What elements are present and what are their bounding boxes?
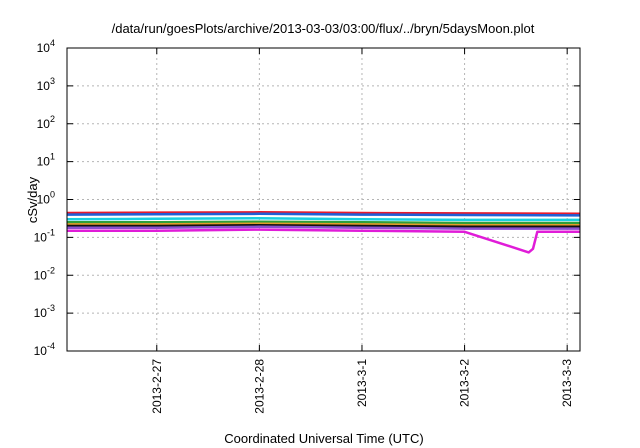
y-tick-label: 10-3: [34, 303, 55, 320]
series-line-4: [67, 220, 580, 225]
x-tick-label: 2013-2-27: [150, 359, 164, 414]
y-tick-exponent: 0: [50, 190, 55, 200]
x-axis-label: Coordinated Universal Time (UTC): [224, 431, 423, 446]
x-tick-label: 2013-2-28: [252, 359, 266, 414]
y-axis-label: cSv/day: [25, 176, 40, 223]
y-tick-base: 10: [34, 344, 48, 358]
series-line-3: [66, 216, 580, 222]
y-tick-base: 10: [37, 117, 51, 131]
y-tick-base: 10: [37, 155, 51, 169]
y-tick-label: 102: [37, 114, 55, 131]
chart-title: /data/run/goesPlots/archive/2013-03-03/0…: [112, 21, 535, 36]
y-tick-exponent: -4: [47, 341, 55, 351]
series-layer: [66, 211, 581, 254]
series-line-8: [67, 228, 580, 254]
y-tick-exponent: 4: [50, 38, 55, 48]
y-tick-label: 104: [37, 38, 55, 55]
y-tick-exponent: 1: [50, 152, 55, 162]
y-tick-base: 10: [34, 268, 48, 282]
y-tick-label: 100: [37, 190, 55, 207]
series-line-2: [66, 212, 581, 217]
y-tick-exponent: -3: [47, 303, 55, 313]
series-line-5: [67, 222, 580, 227]
series-line-6: [67, 223, 580, 229]
x-tick-labels: 2013-2-27 2013-2-28 2013-3-1 2013-3-2 2013-3…: [150, 359, 574, 414]
y-tick-base: 10: [34, 230, 48, 244]
series-line-1: [66, 211, 581, 216]
x-tick-label: 2013-3-3: [560, 359, 574, 407]
grid-lines: [67, 48, 580, 351]
series-line-7: [67, 225, 580, 230]
x-tick-label: 2013-3-2: [458, 359, 472, 407]
y-tick-base: 10: [37, 193, 51, 207]
y-tick-label: 10-2: [34, 265, 55, 282]
y-tick-exponent: -2: [47, 265, 55, 275]
y-tick-base: 10: [34, 306, 48, 320]
y-tick-base: 10: [37, 79, 51, 93]
y-tick-exponent: 3: [50, 76, 55, 86]
axis-ticks: [67, 47, 580, 352]
y-tick-label: 10-1: [34, 227, 55, 244]
y-tick-label: 101: [37, 152, 55, 169]
y-tick-base: 10: [37, 41, 51, 55]
y-tick-exponent: -1: [47, 227, 55, 237]
y-tick-label: 10-4: [34, 341, 55, 358]
y-tick-exponent: 2: [50, 114, 55, 124]
y-tick-label: 103: [37, 76, 55, 93]
x-tick-label: 2013-3-1: [355, 359, 369, 407]
